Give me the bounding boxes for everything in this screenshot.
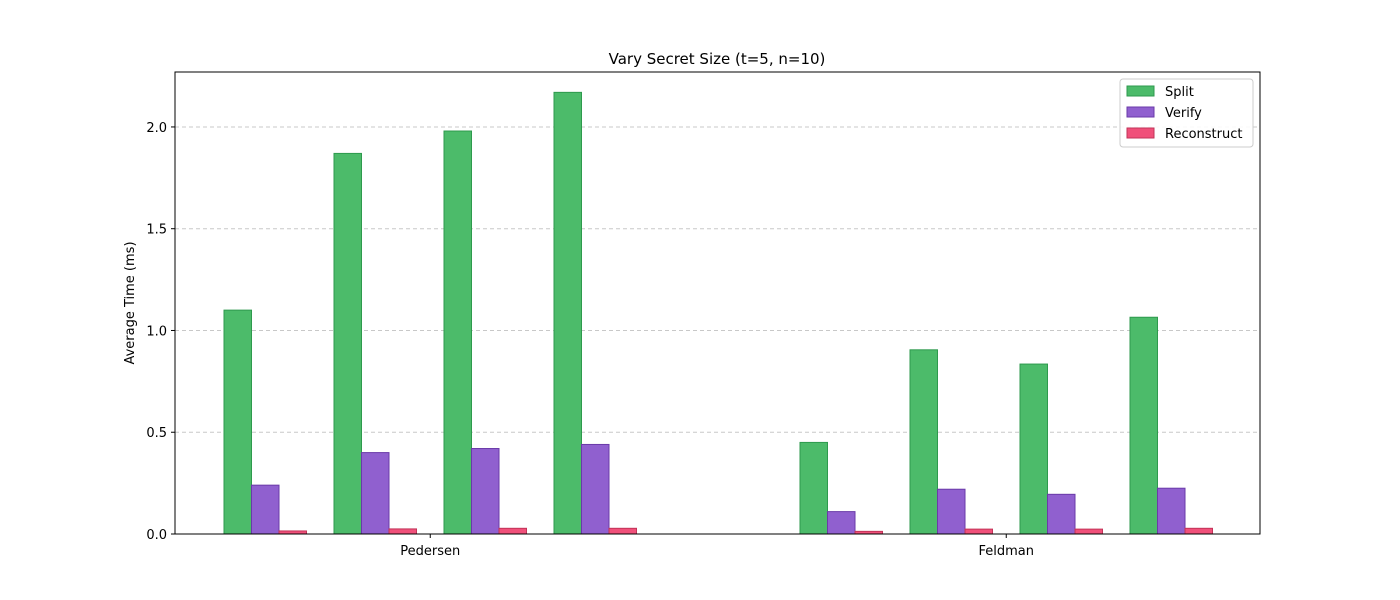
x-tick-label: Feldman <box>979 544 1035 559</box>
legend: Split Verify Reconstruct <box>1119 78 1254 148</box>
bar-verify-feldman <box>1157 487 1186 535</box>
bar-reconstruct-feldman <box>1184 527 1213 535</box>
legend-swatch <box>1126 85 1155 97</box>
y-axis: 0.0 0.5 1.0 1.5 2.0 <box>146 121 175 543</box>
bar-split-pedersen <box>443 130 472 535</box>
legend-swatch <box>1126 127 1155 139</box>
chart-title: Vary Secret Size (t=5, n=10) <box>609 50 826 68</box>
legend-label: Reconstruct <box>1165 127 1243 142</box>
bar-split-feldman <box>1019 363 1048 535</box>
bars <box>223 91 1213 535</box>
legend-label: Split <box>1165 85 1194 100</box>
bar-verify-pedersen <box>471 448 500 535</box>
y-tick-label: 1.5 <box>146 223 167 238</box>
bar-reconstruct-feldman <box>964 528 993 535</box>
bar-split-feldman <box>799 441 828 535</box>
bar-reconstruct-pedersen <box>388 528 417 535</box>
bar-verify-pedersen <box>361 452 390 535</box>
legend-swatch <box>1126 106 1155 118</box>
bar-split-pedersen <box>553 91 582 535</box>
legend-label: Verify <box>1165 106 1202 121</box>
y-axis-label: Average Time (ms) <box>123 241 138 364</box>
x-tick-label: Pedersen <box>400 544 460 559</box>
y-tick-label: 0.5 <box>146 426 167 441</box>
bar-verify-feldman <box>937 488 966 535</box>
plot-frame <box>174 71 1261 535</box>
bar-verify-feldman <box>827 511 856 535</box>
bar-split-feldman <box>1129 316 1158 535</box>
bar-verify-pedersen <box>251 484 280 535</box>
y-tick-label: 2.0 <box>146 121 167 136</box>
x-axis: Pedersen Feldman <box>400 534 1034 559</box>
bar-reconstruct-pedersen <box>498 527 527 535</box>
bar-reconstruct-feldman <box>1074 528 1103 535</box>
y-tick-label: 0.0 <box>146 528 167 543</box>
bar-verify-feldman <box>1047 493 1076 535</box>
bar-reconstruct-pedersen <box>608 527 637 535</box>
bar-verify-pedersen <box>581 443 610 535</box>
grid-lines <box>175 126 1260 433</box>
bar-split-pedersen <box>223 309 252 535</box>
y-tick-label: 1.0 <box>146 324 167 339</box>
bar-split-pedersen <box>333 152 362 535</box>
bar-split-feldman <box>909 349 938 535</box>
